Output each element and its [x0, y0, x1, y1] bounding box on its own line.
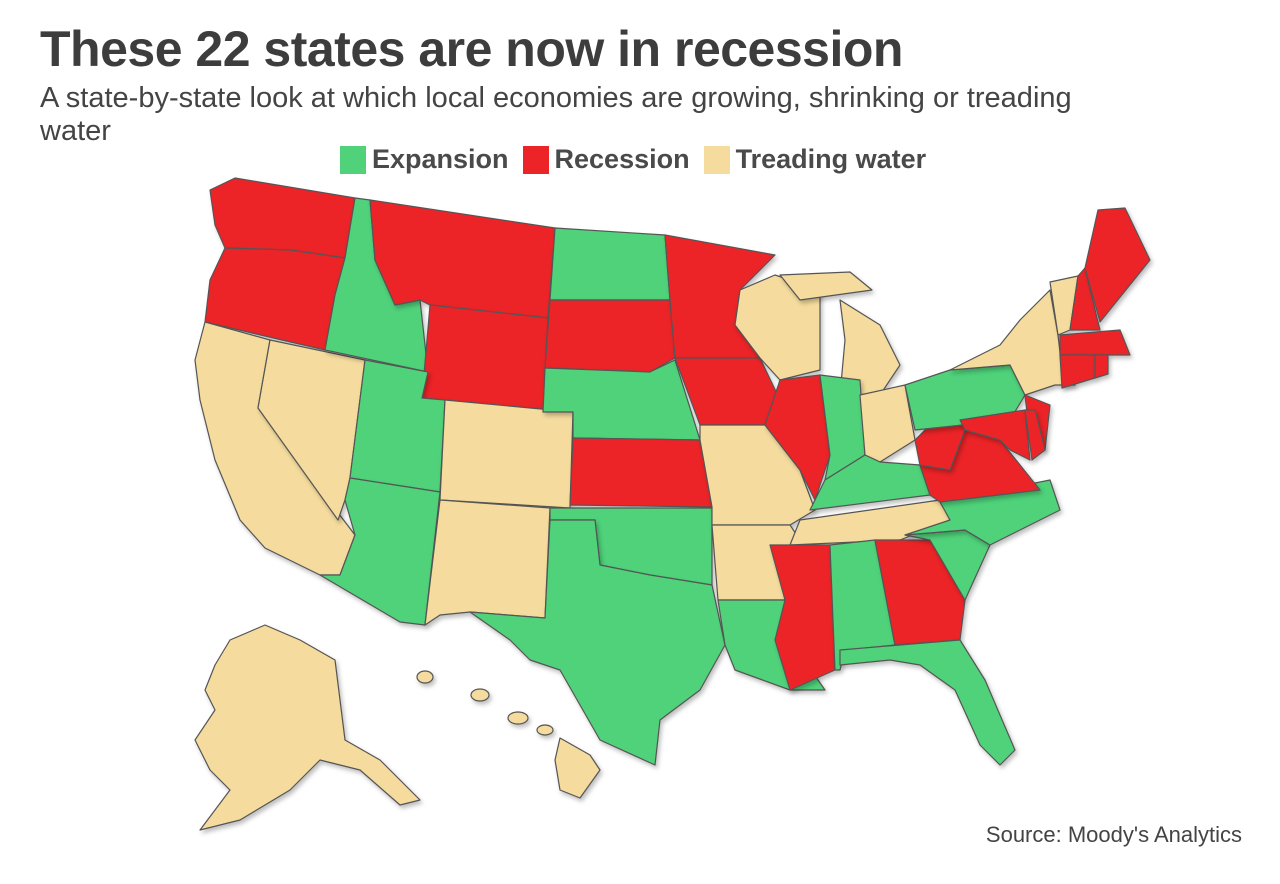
- state-nh: [1069, 267, 1101, 331]
- state-nc: [904, 479, 1061, 546]
- state-ks: [569, 437, 713, 508]
- legend-item-treading: Treading water: [703, 144, 927, 175]
- state-wy: [421, 304, 549, 413]
- legend-swatch: [703, 145, 730, 174]
- legend-item-recession: Recession: [522, 144, 690, 175]
- state-mi-upper: [779, 271, 873, 301]
- state-ma: [1059, 329, 1131, 356]
- state-fl: [839, 639, 1016, 766]
- state-ky: [809, 454, 931, 511]
- legend-item-expansion: Expansion: [340, 144, 509, 175]
- state-ri: [1094, 354, 1109, 379]
- legend-label: Recession: [554, 144, 690, 174]
- state-ct: [1059, 354, 1096, 389]
- legend-swatch: [522, 145, 549, 174]
- legend-swatch: [340, 145, 366, 174]
- state-tx: [469, 519, 726, 766]
- state-ak: [194, 624, 421, 831]
- state-de: [1024, 409, 1046, 461]
- state-me: [1084, 207, 1151, 323]
- state-az: [319, 477, 441, 626]
- state-wa: [209, 177, 356, 259]
- legend: Expansion Recession Treading water: [340, 144, 926, 175]
- source-note: Source: Moody's Analytics: [985, 822, 1242, 847]
- page-title: These 22 states are now in recession: [40, 21, 903, 77]
- subtitle: A state-by-state look at which local eco…: [40, 82, 1072, 147]
- state-hi: [416, 670, 601, 799]
- state-oh: [859, 384, 916, 463]
- state-ga: [874, 539, 966, 646]
- state-co: [439, 399, 574, 509]
- state-sd: [544, 299, 676, 373]
- legend-label: Treading water: [735, 144, 927, 174]
- state-mt: [369, 199, 556, 319]
- state-nm: [424, 499, 551, 626]
- state-nd: [549, 227, 671, 301]
- legend-label: Expansion: [372, 144, 509, 174]
